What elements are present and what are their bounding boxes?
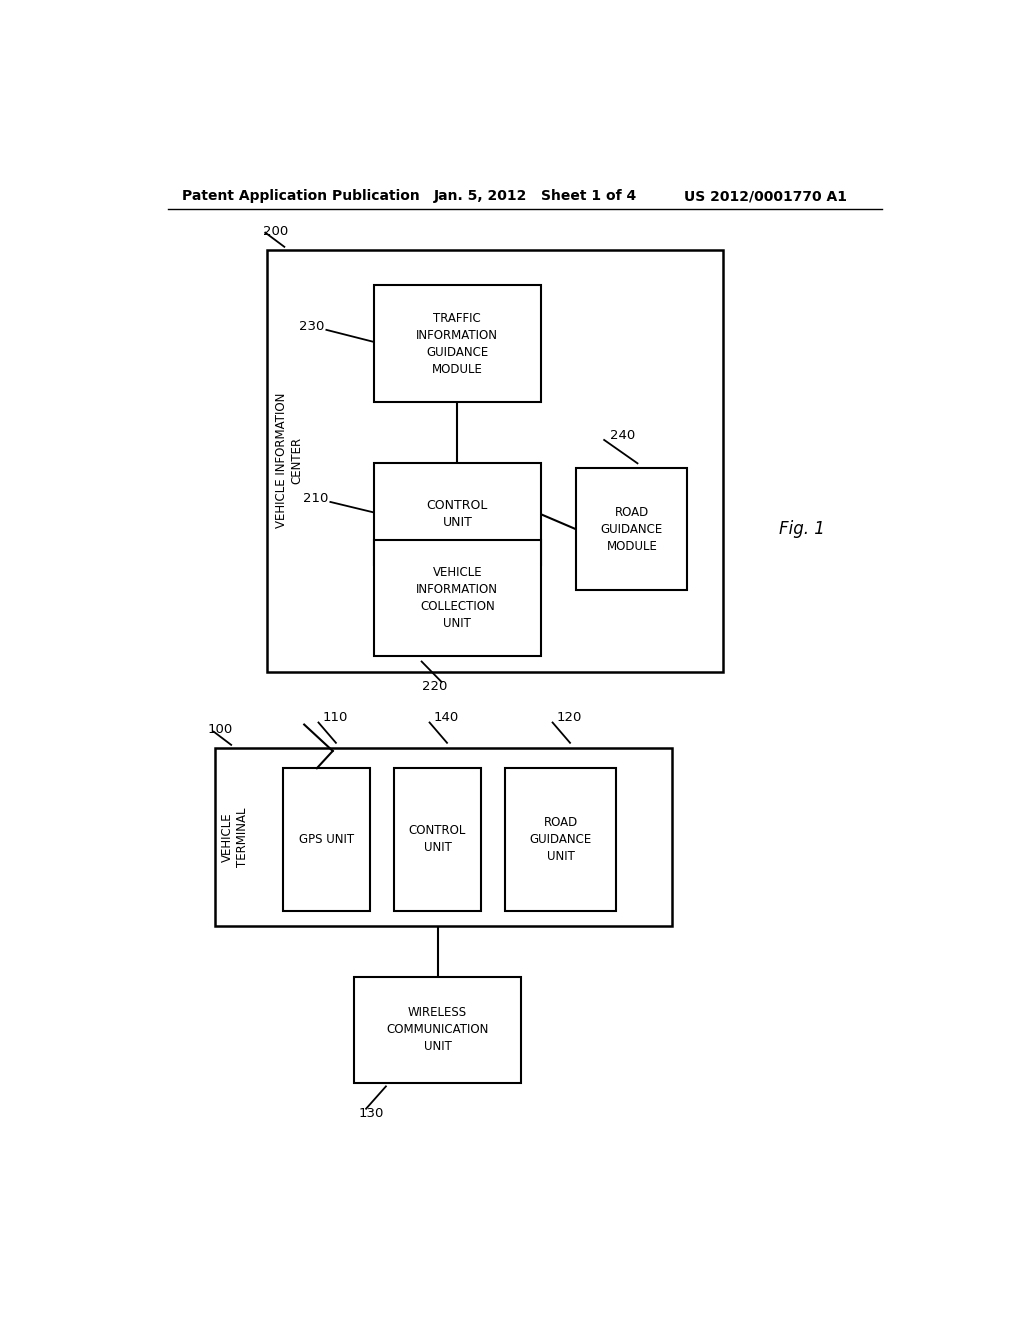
Text: 230: 230 [299,319,324,333]
Text: TRAFFIC
INFORMATION
GUIDANCE
MODULE: TRAFFIC INFORMATION GUIDANCE MODULE [417,312,499,376]
Text: WIRELESS
COMMUNICATION
UNIT: WIRELESS COMMUNICATION UNIT [386,1006,488,1053]
Bar [374,285,541,403]
Text: CONTROL
UNIT: CONTROL UNIT [409,825,466,854]
Text: VEHICLE INFORMATION
CENTER: VEHICLE INFORMATION CENTER [275,393,303,528]
Text: Jan. 5, 2012   Sheet 1 of 4: Jan. 5, 2012 Sheet 1 of 4 [433,189,637,203]
Bar [354,977,521,1084]
Text: ROAD
GUIDANCE
MODULE: ROAD GUIDANCE MODULE [601,506,664,553]
Text: US 2012/0001770 A1: US 2012/0001770 A1 [684,189,847,203]
Text: 210: 210 [303,492,328,506]
Text: 120: 120 [556,711,582,723]
Text: CONTROL
UNIT: CONTROL UNIT [427,499,488,529]
Text: ROAD
GUIDANCE
UNIT: ROAD GUIDANCE UNIT [529,816,592,863]
Text: GPS UNIT: GPS UNIT [299,833,354,846]
Text: 220: 220 [422,680,447,693]
Text: 200: 200 [263,226,288,238]
Text: Fig. 1: Fig. 1 [778,520,824,539]
Text: 130: 130 [358,1107,384,1121]
Text: 240: 240 [609,429,635,442]
Bar [283,768,370,911]
Text: Patent Application Publication: Patent Application Publication [182,189,420,203]
Text: 140: 140 [433,711,459,723]
Bar [394,768,481,911]
Bar [215,748,672,925]
Bar [505,768,616,911]
Text: VEHICLE
TERMINAL: VEHICLE TERMINAL [221,807,249,867]
Bar [374,463,541,565]
Text: 100: 100 [207,723,232,737]
Bar [267,249,723,672]
Text: VEHICLE
INFORMATION
COLLECTION
UNIT: VEHICLE INFORMATION COLLECTION UNIT [417,566,499,630]
Text: 110: 110 [323,711,348,723]
Bar [374,540,541,656]
Bar [577,469,687,590]
